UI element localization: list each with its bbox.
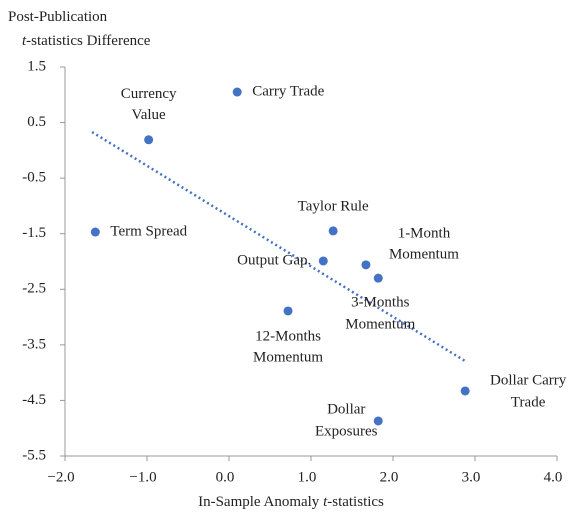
point	[232, 87, 242, 97]
x-axis-label-part: t	[323, 494, 328, 510]
point-label: 12-Months	[255, 328, 321, 344]
point-label: 1-Month	[398, 225, 451, 241]
point	[90, 227, 100, 237]
x-axis-label-part: -statistics	[327, 494, 384, 510]
point-label: Momentum	[389, 246, 459, 262]
x-tick-label: 0.0	[216, 469, 235, 485]
y-axis-label: t-statistics Difference	[22, 33, 151, 49]
x-tick-label: 4.0	[544, 469, 563, 485]
point	[318, 256, 328, 266]
y-tick-label: -5.5	[22, 447, 46, 463]
point	[283, 306, 293, 316]
x-axis-label-part: In-Sample Anomaly	[198, 494, 323, 510]
point-label: 3-Months	[351, 295, 410, 311]
point	[373, 416, 383, 426]
x-tick-label: 1.0	[298, 469, 317, 485]
point-label: Value	[132, 107, 166, 123]
y-tick-label: -1.5	[22, 225, 46, 241]
x-tick-label: 2.0	[380, 469, 399, 485]
point-label: Momentum	[345, 317, 415, 333]
point-label: Dollar Carry	[490, 372, 567, 388]
point	[328, 226, 338, 236]
x-axis-label: In-Sample Anomaly t-statistics	[198, 494, 384, 510]
y-tick-label: -4.5	[22, 392, 46, 408]
point-label: Momentum	[253, 349, 323, 365]
y-axis-label: Post-Publication	[8, 9, 108, 25]
x-tick-label: −1.0	[129, 469, 156, 485]
y-tick-label: -2.5	[22, 281, 46, 297]
point	[460, 386, 470, 396]
y-axis-label-part: t	[22, 33, 27, 49]
y-tick-label: 0.5	[27, 114, 46, 130]
point-label: Taylor Rule	[298, 198, 369, 214]
point	[373, 273, 383, 283]
y-tick-label: -3.5	[22, 336, 46, 352]
trendline	[91, 130, 468, 364]
point-label: Dollar	[327, 401, 365, 417]
point-label: Carry Trade	[252, 83, 324, 99]
point-label: Output Gap.	[237, 252, 311, 268]
point-label: Term Spread	[110, 223, 187, 239]
point-label: Trade	[511, 394, 546, 410]
y-axis-label-part: -statistics Difference	[26, 33, 151, 49]
y-tick-label: 1.5	[27, 58, 46, 74]
point	[144, 135, 154, 145]
y-axis-label-part: Post-Publication	[8, 9, 108, 25]
x-tick-label: −2.0	[47, 469, 74, 485]
x-tick-label: 3.0	[462, 469, 481, 485]
y-tick-label: -0.5	[22, 170, 46, 186]
point-label: Exposures	[315, 423, 378, 439]
point-label: Currency	[121, 86, 177, 102]
point	[361, 260, 371, 270]
